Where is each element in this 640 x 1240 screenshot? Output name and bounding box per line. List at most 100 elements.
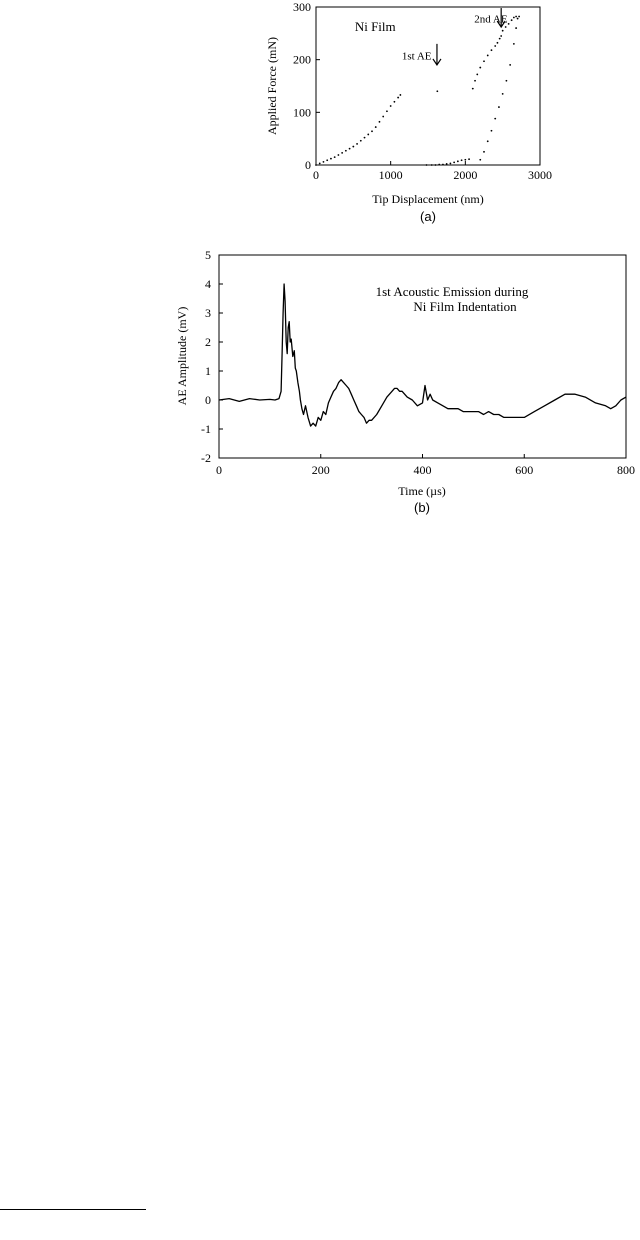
chart-a-data-point [494, 117, 497, 120]
chart-a-data-point [386, 110, 388, 113]
chart-a-data-point [352, 145, 355, 148]
chart-a-data-point [510, 19, 513, 22]
chart-a-data-point [512, 16, 515, 19]
chart-b-y-axis-label: AE Amplitude (mV) [175, 307, 189, 406]
chart-b-x-tick-label: 200 [312, 463, 330, 477]
chart-a-data-point [498, 37, 501, 40]
chart-a-y-tick-label: 200 [293, 53, 311, 67]
chart-a-data-point [434, 164, 437, 166]
chart-a-data-point [509, 64, 512, 66]
chart-a-data-point [315, 164, 317, 166]
chart-a-data-point [363, 136, 366, 139]
chart-a-data-point [445, 163, 448, 165]
chart-b-series [218, 283, 627, 427]
chart-a-annotation-label: 1st AE [402, 50, 432, 62]
chart-a-data-point [494, 45, 497, 47]
chart-b-y-tick-label: -1 [201, 422, 211, 436]
chart-a-data-point [515, 27, 518, 29]
chart-a-data-point [436, 90, 439, 93]
chart-a-x-axis-label: Tip Displacement (nm) [372, 192, 484, 206]
chart-a-series [315, 15, 520, 166]
chart-a-data-point [468, 158, 470, 161]
chart-a-data-point [397, 96, 400, 99]
chart-a: 0 1000 2000 3000 0 100 200 300 Ni Film 1st AE 2nd… [265, 0, 552, 224]
chart-a-frame [315, 6, 541, 166]
chart-a-data-point [348, 147, 351, 150]
chart-a-data-point [333, 156, 336, 159]
chart-a-data-point [490, 129, 493, 132]
chart-a-data-point [356, 143, 358, 145]
chart-a-data-point [474, 79, 476, 82]
footnote-rule [0, 1209, 146, 1210]
chart-b-x-tick-label: 400 [414, 463, 432, 477]
chart-a-y-tick-label: 100 [293, 105, 311, 119]
chart-a-caption: (a) [420, 209, 436, 224]
chart-a-data-point [326, 159, 329, 162]
chart-a-y-tick-label: 300 [293, 0, 311, 14]
chart-a-data-point [486, 54, 489, 57]
chart-a-data-point [374, 126, 377, 128]
chart-b-caption: (b) [414, 500, 430, 515]
chart-a-data-point [464, 158, 467, 161]
chart-a-data-point [318, 162, 321, 165]
chart-a-data-point [501, 93, 504, 95]
chart-a-data-point [393, 100, 396, 103]
chart-b-series-line [218, 283, 627, 427]
chart-a-data-point [515, 15, 518, 18]
chart-a-data-point [501, 29, 504, 32]
chart-b-y-tick-label: 4 [205, 277, 211, 291]
chart-a-data-point [479, 158, 482, 161]
chart-a-annotation-label: 2nd AE [474, 14, 508, 26]
chart-a-x-tick-label: 2000 [453, 168, 477, 182]
chart-a-data-point [512, 42, 515, 45]
chart-a-data-point [490, 49, 493, 52]
chart-a-data-point [430, 164, 433, 166]
chart-a-data-point [505, 79, 508, 82]
chart-a-data-point [341, 151, 344, 154]
chart-a-y-tick-label: 0 [305, 158, 311, 172]
chart-b-x-axis-label: Time (µs) [398, 484, 445, 498]
chart-b-x-tick-label: 600 [515, 463, 533, 477]
chart-b-x-tick-label: 800 [617, 463, 635, 477]
chart-a-data-point [460, 159, 463, 162]
chart-a-annotation-arrow-head [432, 58, 442, 67]
chart-a-data-point [359, 139, 362, 142]
chart-a-data-point [453, 161, 456, 164]
chart-a-data-point [449, 162, 452, 165]
chart-a-data-point [456, 160, 459, 163]
chart-a-data-point [500, 35, 503, 37]
chart-b-y-tick-label: 0 [205, 393, 211, 407]
chart-a-data-point [496, 41, 499, 44]
chart-a-annotation-label: Ni Film [355, 19, 396, 34]
chart-a-data-point [518, 15, 520, 18]
chart-b-y-tick-label: -2 [201, 451, 211, 465]
chart-a-data-point [438, 163, 441, 166]
chart-a-data-point [486, 140, 489, 143]
chart-a-data-point [337, 154, 340, 156]
chart-a-data-point [399, 94, 402, 96]
chart-a-ticks: 0 1000 2000 3000 0 100 200 300 [293, 0, 552, 182]
chart-a-data-point [498, 106, 500, 108]
chart-a-x-tick-label: 0 [313, 168, 319, 182]
chart-a-data-point [476, 73, 479, 76]
chart-a-x-tick-label: 1000 [379, 168, 403, 182]
chart-a-data-point [389, 105, 392, 107]
chart-a-data-point [367, 133, 370, 136]
chart-b-y-tick-label: 3 [205, 306, 211, 320]
chart-b-y-tick-label: 2 [205, 335, 211, 349]
chart-a-data-point [479, 66, 482, 69]
chart-b: 0 200 400 600 800 -2 -1 0 1 2 3 4 5 1st Acoustic Emi… [175, 248, 635, 515]
chart-a-data-point [483, 60, 485, 63]
chart-a-annotations: Ni Film 1st AE 2nd AE [355, 8, 508, 67]
chart-b-y-tick-label: 1 [205, 364, 211, 378]
chart-a-data-point [425, 164, 428, 166]
chart-a-data-point [378, 120, 381, 123]
chart-a-data-point [382, 115, 385, 118]
chart-a-data-point [483, 150, 485, 153]
chart-b-title-line2: Ni Film Indentation [413, 299, 517, 314]
chart-a-data-point [504, 26, 507, 28]
chart-a-data-point [507, 22, 510, 25]
chart-a-y-axis-label: Applied Force (mN) [265, 37, 279, 135]
chart-a-data-point [322, 160, 325, 163]
